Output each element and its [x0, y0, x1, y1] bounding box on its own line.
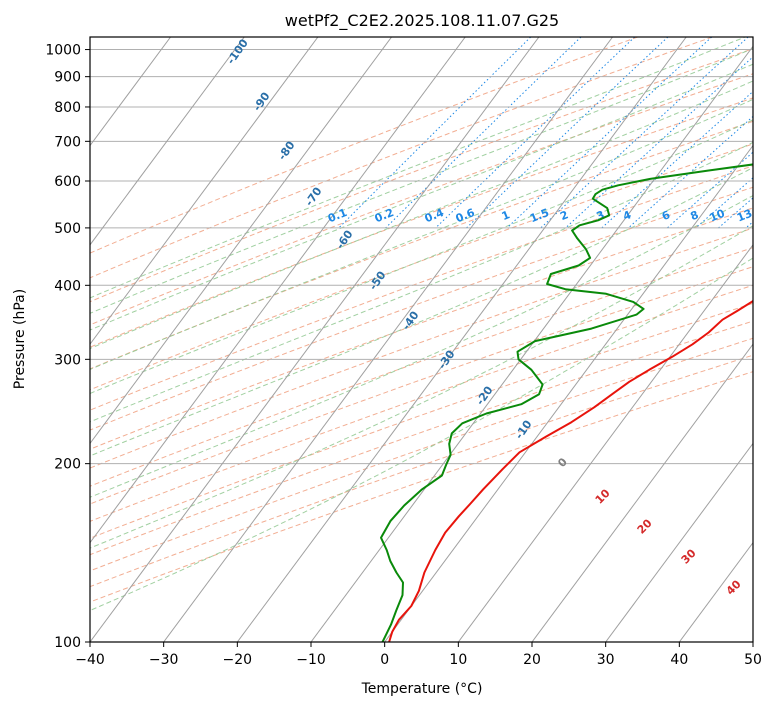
- x-tick-label: −10: [296, 652, 326, 668]
- y-tick-label: 200: [54, 457, 81, 473]
- y-tick-label: 1000: [45, 43, 81, 59]
- y-tick-label: 300: [54, 352, 81, 368]
- y-tick-label: 900: [54, 70, 81, 86]
- x-tick-label: 30: [597, 652, 615, 668]
- x-axis-title: Temperature (°C): [361, 681, 483, 697]
- x-tick-label: 20: [523, 652, 541, 668]
- chart-title: wetPf2_C2E2.2025.108.11.07.G25: [285, 11, 559, 31]
- x-tick-label: −20: [223, 652, 253, 668]
- x-tick-label: −40: [75, 652, 105, 668]
- y-tick-label: 400: [54, 278, 81, 294]
- y-tick-label: 100: [54, 635, 81, 651]
- y-tick-label: 500: [54, 221, 81, 237]
- x-tick-label: −30: [149, 652, 179, 668]
- y-axis-title: Pressure (hPa): [12, 289, 28, 389]
- y-tick-label: 700: [54, 134, 81, 150]
- x-tick-label: 0: [380, 652, 389, 668]
- x-tick-label: 10: [449, 652, 467, 668]
- x-tick-label: 40: [670, 652, 688, 668]
- y-tick-label: 600: [54, 174, 81, 190]
- x-tick-label: 50: [744, 652, 762, 668]
- y-tick-label: 800: [54, 100, 81, 116]
